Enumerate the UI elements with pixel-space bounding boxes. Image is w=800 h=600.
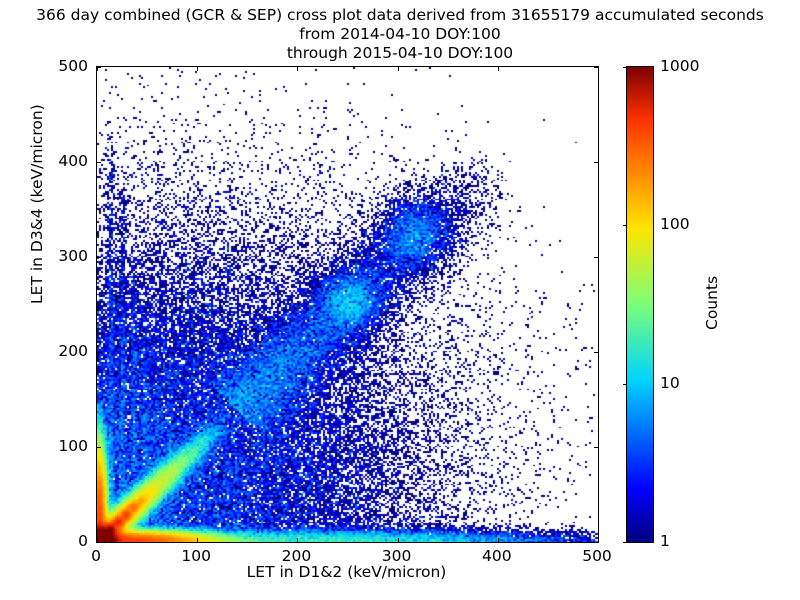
x-tick-top [97, 67, 98, 71]
y-tick-right [594, 447, 598, 448]
y-tick [97, 162, 101, 163]
colorbar-gradient [627, 67, 653, 542]
y-tick-right [594, 352, 598, 353]
x-tick [497, 538, 499, 542]
colorbar-label: Counts [703, 275, 721, 330]
x-ticklabel: 200 [281, 547, 312, 565]
y-ticklabel: 300 [58, 247, 88, 265]
y-tick [97, 67, 101, 68]
y-tick [97, 447, 101, 448]
x-ticklabel: 400 [482, 547, 512, 565]
x-tick-top [297, 67, 299, 71]
x-tick [397, 538, 399, 542]
colorbar[interactable] [623, 66, 654, 543]
colorbar-tick [623, 67, 627, 68]
main-plot-axes[interactable] [96, 66, 599, 543]
y-ticklabel: 400 [58, 152, 88, 170]
x-tick [197, 538, 199, 542]
colorbar-tick [623, 383, 627, 385]
x-tick-top [497, 67, 499, 71]
x-tick-top [397, 67, 399, 71]
y-tick [97, 257, 101, 258]
y-tick-right [594, 542, 598, 543]
y-ticklabel: 200 [58, 342, 88, 360]
colorbar-tick [623, 542, 627, 543]
x-tick [598, 538, 599, 542]
y-tick [97, 352, 101, 353]
title-line-3: through 2015-04-10 DOY:100 [286, 44, 514, 62]
colorbar-ticklabel: 100 [660, 215, 690, 234]
y-tick [97, 542, 101, 543]
y-ticklabel: 0 [78, 532, 88, 550]
x-tick-top [197, 67, 199, 71]
x-axis-label: LET in D1&2 (keV/micron) [246, 563, 447, 581]
colorbar-tick [623, 225, 627, 227]
y-axis-label: LET in D3&4 (keV/micron) [28, 104, 46, 304]
y-tick-right [594, 257, 598, 258]
y-tick-right [594, 67, 598, 68]
title-line-2: from 2014-04-10 DOY:100 [299, 25, 501, 43]
density-scatter-plot [97, 67, 598, 542]
colorbar-ticklabel: 1000 [660, 57, 700, 75]
y-ticklabel: 500 [58, 57, 88, 75]
x-ticklabel: 300 [381, 547, 412, 565]
x-ticklabel: 100 [181, 547, 211, 565]
y-ticklabel: 100 [58, 437, 88, 455]
x-tick [97, 538, 98, 542]
colorbar-ticklabel: 10 [660, 373, 680, 392]
plot-title: 366 day combined (GCR & SEP) cross plot … [0, 6, 800, 63]
title-line-1: 366 day combined (GCR & SEP) cross plot … [36, 6, 764, 24]
y-tick-right [594, 162, 598, 163]
colorbar-ticklabel: 1 [660, 532, 670, 550]
x-tick-top [598, 67, 599, 71]
x-ticklabel: 500 [582, 547, 612, 565]
x-tick [297, 538, 299, 542]
x-ticklabel: 0 [91, 547, 101, 565]
